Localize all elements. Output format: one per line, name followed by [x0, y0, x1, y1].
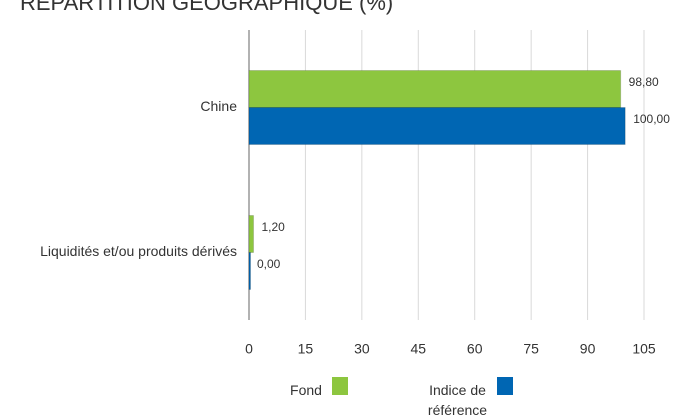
bar [248, 107, 626, 145]
value-label: 100,00 [633, 112, 670, 126]
x-tick-label: 15 [298, 341, 314, 357]
x-tick-label: 0 [245, 341, 253, 357]
y-tick-label: Liquidités et/ou produits dérivés [40, 243, 237, 259]
legend-label: Indice de référence [427, 382, 488, 418]
y-tick-label: Chine [200, 98, 237, 114]
legend-label: Fond [290, 382, 322, 398]
x-tick-label: 45 [410, 341, 426, 357]
x-tick-label: 30 [354, 341, 370, 357]
chart-title: RÉPARTITION GÉOGRAPHIQUE (%) [20, 0, 393, 15]
legend-swatch [332, 377, 348, 395]
x-tick-label: 75 [523, 341, 539, 357]
bar [248, 70, 622, 108]
x-tick-label: 90 [580, 341, 596, 357]
value-label: 98,80 [629, 75, 659, 89]
bar [248, 215, 255, 253]
legend-swatch [497, 377, 513, 395]
bar [248, 252, 251, 290]
x-tick-label: 60 [467, 341, 483, 357]
value-label: 1,20 [262, 220, 286, 234]
value-label: 0,00 [257, 257, 281, 271]
x-tick-label: 105 [632, 341, 656, 357]
